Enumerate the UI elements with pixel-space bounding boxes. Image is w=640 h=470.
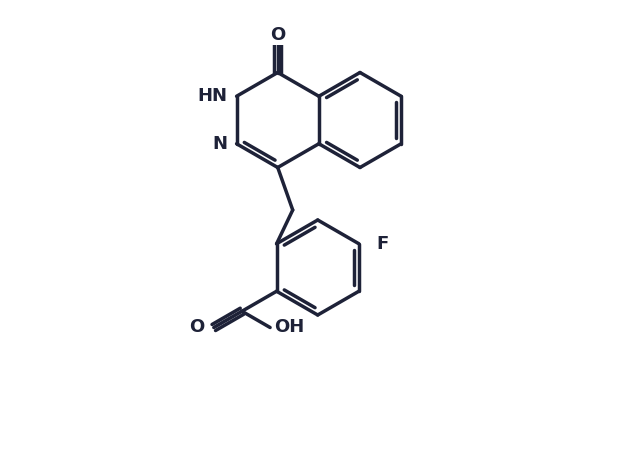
Text: F: F [376,235,388,253]
Text: N: N [212,135,228,153]
Text: O: O [189,319,205,337]
Text: O: O [270,26,285,44]
Text: HN: HN [198,87,228,105]
Text: OH: OH [274,319,305,337]
